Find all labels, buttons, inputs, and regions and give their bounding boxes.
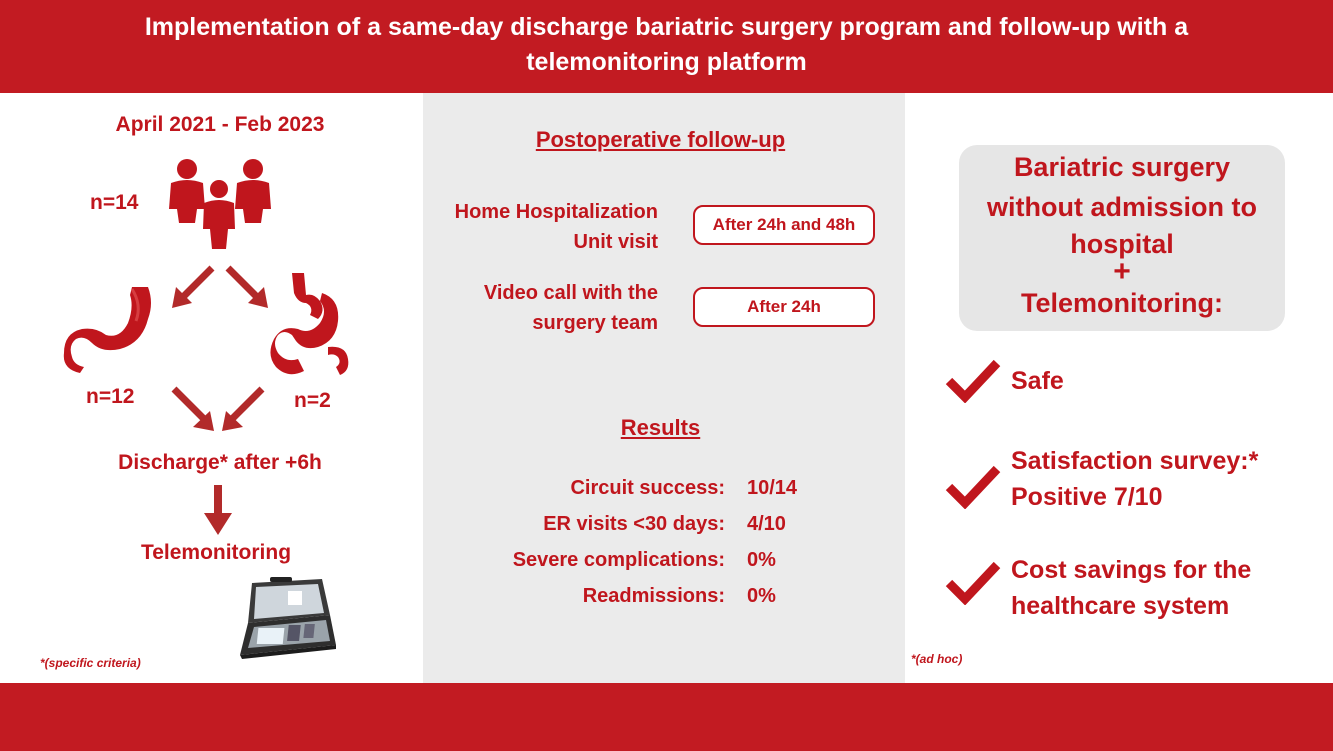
summary-box: Bariatric surgery without admission to h…: [959, 145, 1285, 331]
summary-line-3: hospital: [1070, 229, 1174, 259]
followup-row-1-label-line-2: Unit visit: [573, 231, 658, 253]
discharge-label: Discharge* after +6h: [118, 451, 322, 474]
telemonitoring-label: Telemonitoring: [140, 541, 292, 564]
checkmark-icon: [945, 465, 1001, 509]
split-arrows: [172, 265, 268, 308]
n-total-label: n=14: [90, 191, 139, 214]
followup-row-1-label: Home Hospitalization Unit visit: [423, 197, 658, 257]
benefit-satisfaction-line-1: Satisfaction survey:*: [1011, 447, 1259, 475]
followup-row-2-label: Video call with the surgery team: [423, 278, 658, 338]
left-footnote: *(specific criteria): [40, 656, 141, 670]
result-value-circuit: 10/14: [747, 477, 798, 499]
n-sleeve-label: n=12: [86, 385, 135, 408]
title-banner: Implementation of a same-day discharge b…: [0, 0, 1333, 93]
merge-arrows: [171, 386, 265, 431]
right-panel: Bariatric surgery without admission to h…: [905, 93, 1333, 683]
result-label-circuit: Circuit success:: [570, 477, 725, 499]
followup-row-1-label-line-1: Home Hospitalization: [454, 201, 658, 223]
checkmark-icon: [945, 359, 1001, 403]
followup-row-2-label-line-2: surgery team: [532, 312, 658, 334]
result-label-readmissions: Readmissions:: [582, 585, 725, 607]
result-value-readmissions: 0%: [747, 585, 776, 607]
title-line-2: telemonitoring platform: [526, 48, 807, 76]
benefit-cost-savings: Cost savings for the healthcare system: [1011, 552, 1251, 624]
followup-row-2-value: After 24h: [693, 287, 875, 327]
checkmark-icon: [945, 561, 1001, 605]
telemonitoring-kit-icon: [240, 577, 336, 659]
people-group-icon: [169, 159, 271, 249]
title-line-1: Implementation of a same-day discharge b…: [144, 13, 1189, 41]
benefit-cost-line-2: healthcare system: [1011, 592, 1230, 620]
stomach-sleeve-icon: [63, 287, 151, 373]
middle-panel: Postoperative follow-up Home Hospitaliza…: [423, 93, 905, 683]
study-period: April 2021 - Feb 2023: [115, 113, 325, 136]
followup-title: Postoperative follow-up: [535, 127, 786, 152]
footer-band: [0, 683, 1333, 751]
result-label-complications: Severe complications:: [512, 549, 725, 571]
result-value-complications: 0%: [747, 549, 776, 571]
result-value-er: 4/10: [747, 513, 786, 535]
summary-line-4: Telemonitoring:: [1021, 288, 1223, 318]
down-arrow: [204, 485, 232, 535]
benefit-satisfaction: Satisfaction survey:* Positive 7/10: [1011, 443, 1258, 515]
followup-row-2-label-line-1: Video call with the: [483, 282, 658, 304]
summary-plus: +: [1113, 255, 1131, 288]
n-bypass-label: n=2: [294, 389, 331, 412]
benefit-cost-line-1: Cost savings for the: [1011, 556, 1252, 584]
left-panel: April 2021 - Feb 2023 n=14: [0, 93, 423, 683]
result-label-er: ER visits <30 days:: [543, 513, 725, 535]
results-labels: Circuit success: ER visits <30 days: Sev…: [423, 470, 725, 614]
summary-line-1: Bariatric surgery: [1013, 152, 1231, 182]
followup-row-1-value: After 24h and 48h: [693, 205, 875, 245]
stomach-bypass-icon: [270, 273, 349, 375]
results-values: 10/14 4/10 0% 0%: [747, 470, 797, 614]
results-title: Results: [620, 415, 701, 440]
benefit-satisfaction-line-2: Positive 7/10: [1011, 483, 1163, 511]
summary-line-2: without admission to: [987, 192, 1257, 222]
benefit-safe-text: Safe: [1011, 367, 1064, 395]
right-footnote: *(ad hoc): [911, 652, 963, 666]
benefit-safe: Safe: [1011, 363, 1064, 399]
